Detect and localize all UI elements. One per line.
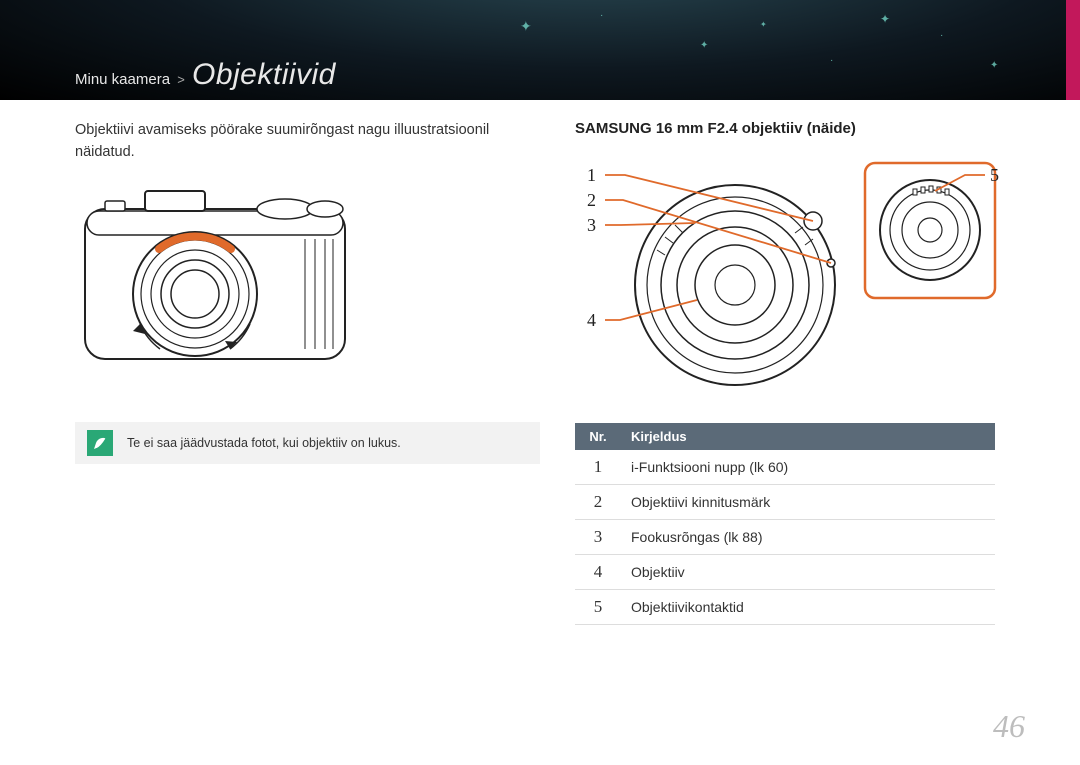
lens-heading: SAMSUNG 16 mm F2.4 objektiiv (näide) <box>575 120 1005 137</box>
parts-table: Nr. Kirjeldus 1i-Funktsiooni nupp (lk 60… <box>575 423 995 625</box>
col-nr: Nr. <box>575 423 621 450</box>
page-number: 46 <box>993 708 1025 745</box>
callout-2: 2 <box>587 190 596 211</box>
chevron-right-icon: > <box>177 72 185 87</box>
callout-5: 5 <box>990 165 999 186</box>
table-header-row: Nr. Kirjeldus <box>575 423 995 450</box>
left-column: Objektiivi avamiseks pöörake suumirõngas… <box>75 120 545 464</box>
table-row: 5Objektiivikontaktid <box>575 590 995 625</box>
camera-illustration <box>75 179 395 389</box>
table-row: 1i-Funktsiooni nupp (lk 60) <box>575 450 995 485</box>
page-title: Objektiivid <box>192 58 336 91</box>
table-row: 3Fookusrõngas (lk 88) <box>575 520 995 555</box>
lens-diagram: 1 2 3 4 5 <box>575 145 1005 395</box>
callout-1: 1 <box>587 165 596 186</box>
intro-text: Objektiivi avamiseks pöörake suumirõngas… <box>75 120 545 164</box>
breadcrumb: Minu kaamera > Objektiivid <box>75 58 336 92</box>
col-desc: Kirjeldus <box>621 423 995 450</box>
top-banner: ✦ · ✦ ✦ · ✦ · ✦ Minu kaamera > Objektiiv… <box>0 0 1080 100</box>
table-row: 4Objektiiv <box>575 555 995 590</box>
callout-4: 4 <box>587 310 596 331</box>
table-row: 2Objektiivi kinnitusmärk <box>575 485 995 520</box>
note-box: Te ei saa jäädvustada fotot, kui objekti… <box>75 422 540 464</box>
accent-bar <box>1066 0 1080 100</box>
pen-note-icon <box>87 430 113 456</box>
callout-3: 3 <box>587 215 596 236</box>
breadcrumb-section: Minu kaamera <box>75 71 170 88</box>
right-column: SAMSUNG 16 mm F2.4 objektiiv (näide) <box>575 120 1005 625</box>
note-text: Te ei saa jäädvustada fotot, kui objekti… <box>127 436 401 450</box>
